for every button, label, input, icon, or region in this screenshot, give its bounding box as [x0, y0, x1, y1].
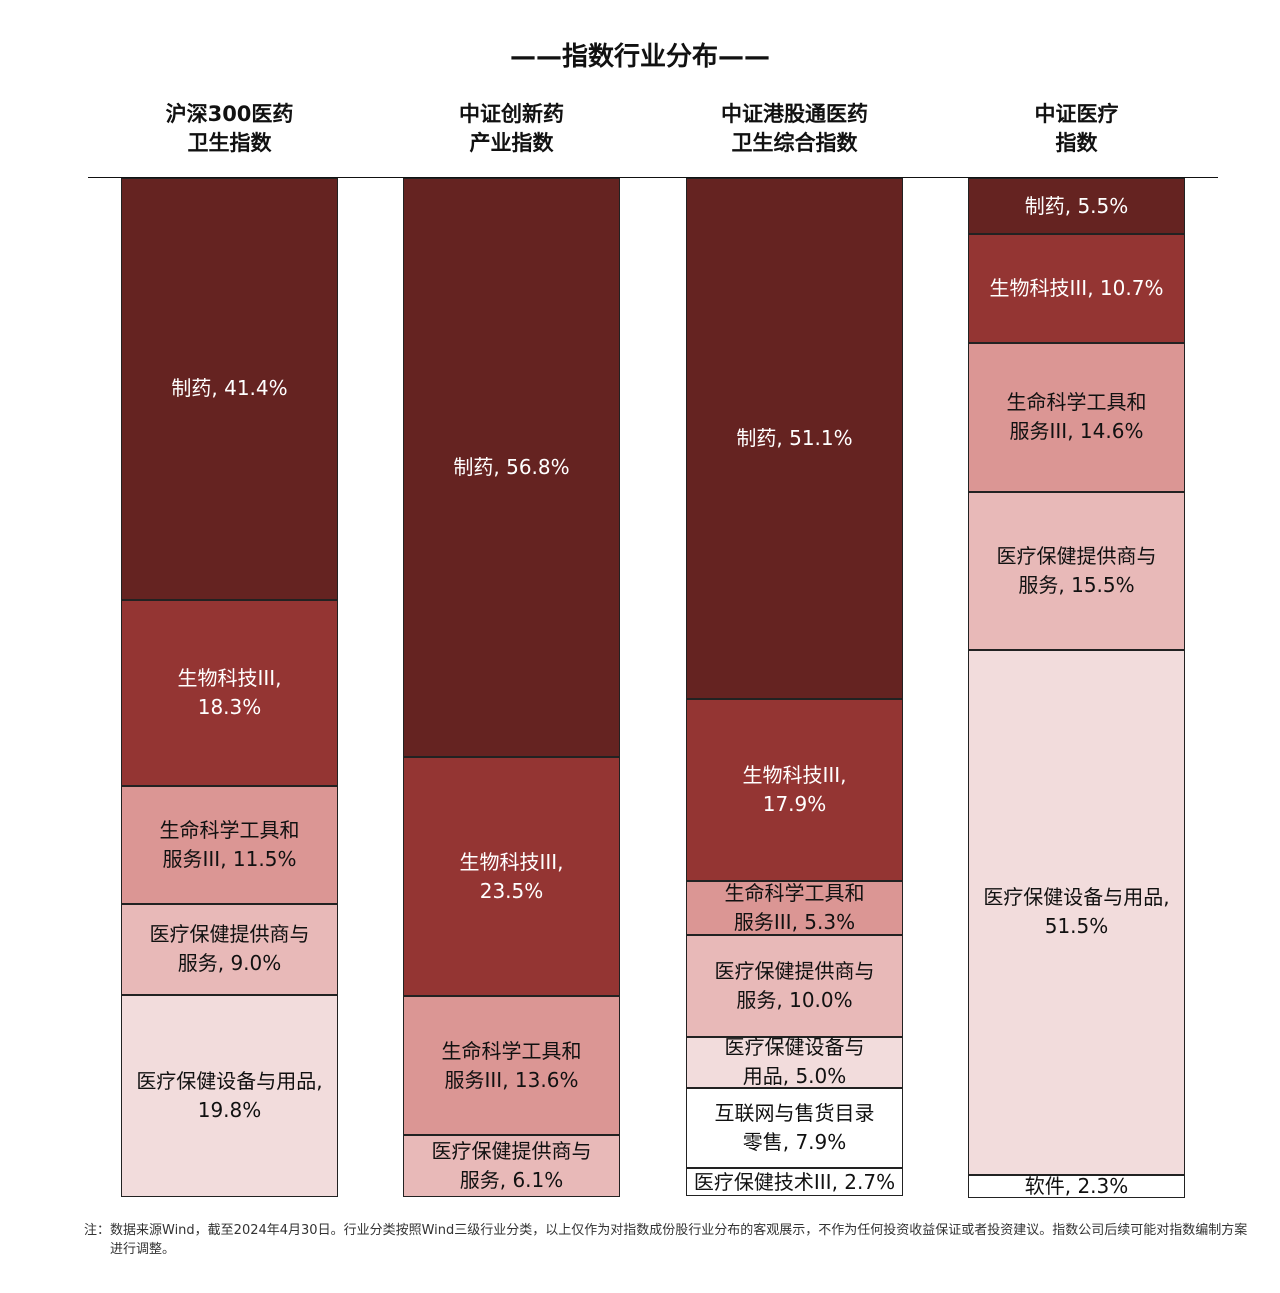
- data-label: 软件, 2.3%: [1024, 1173, 1129, 1198]
- data-label: 制药, 56.8%: [453, 454, 570, 479]
- column-header: 中证创新药 产业指数: [459, 102, 564, 155]
- bar-segment: 制药, 51.1%: [686, 178, 903, 699]
- data-label: 互联网与售货目录 零售, 7.9%: [714, 1101, 875, 1155]
- bar-segment: 生物科技III, 18.3%: [121, 599, 338, 787]
- data-label: 生命科学工具和 服务III, 11.5%: [159, 817, 300, 871]
- data-label: 生命科学工具和 服务III, 14.6%: [1006, 390, 1147, 444]
- data-label: 医疗保健设备与用品, 51.5%: [983, 885, 1170, 939]
- data-label: 医疗保健设备与用品, 19.8%: [136, 1069, 323, 1123]
- bar-segment: 医疗保健设备与用品, 19.8%: [121, 995, 338, 1197]
- bar-segment: 制药, 41.4%: [121, 178, 338, 600]
- data-label: 生物科技III, 23.5%: [459, 849, 564, 903]
- data-label: 医疗保健提供商与 服务, 9.0%: [149, 922, 310, 976]
- data-label: 生命科学工具和 服务III, 5.3%: [724, 881, 865, 935]
- bar-segment: 医疗保健设备与 用品, 5.0%: [686, 1035, 903, 1088]
- data-label: 医疗保健提供商与 服务, 6.1%: [431, 1138, 592, 1192]
- data-label: 医疗保健提供商与 服务, 15.5%: [996, 543, 1157, 597]
- bar-segment: 制药, 5.5%: [968, 178, 1185, 235]
- bar-segment: 医疗保健提供商与 服务, 9.0%: [121, 903, 338, 996]
- column-header: 中证港股通医药 卫生综合指数: [721, 102, 868, 155]
- header-rule: [88, 177, 1218, 178]
- column-header: 中证医疗 指数: [1034, 102, 1119, 155]
- bar-segment: 医疗保健提供商与 服务, 6.1%: [403, 1134, 620, 1197]
- data-label: 医疗保健提供商与 服务, 10.0%: [714, 959, 875, 1013]
- footnote: 注：数据来源Wind，截至2024年4月30日。行业分类按照Wind三级行业分类…: [84, 1223, 1248, 1257]
- data-label: 生物科技III, 17.9%: [742, 762, 847, 816]
- bar-segment: 生命科学工具和 服务III, 11.5%: [121, 786, 338, 904]
- bar-segment: 生物科技III, 10.7%: [968, 234, 1185, 344]
- bar-segment: 生物科技III, 23.5%: [403, 756, 620, 997]
- data-label: 医疗保健技术III, 2.7%: [693, 1169, 896, 1194]
- bar-segment: 医疗保健提供商与 服务, 15.5%: [968, 491, 1185, 650]
- data-label: 生物科技III, 18.3%: [177, 666, 282, 720]
- chart-title: ——指数行业分布——: [509, 42, 770, 72]
- data-label: 生命科学工具和 服务III, 13.6%: [441, 1038, 582, 1092]
- column-header: 沪深300医药 卫生指数: [165, 102, 294, 155]
- data-label: 医疗保健设备与 用品, 5.0%: [724, 1035, 865, 1089]
- bar-segment: 软件, 2.3%: [968, 1173, 1185, 1198]
- bar-segment: 生命科学工具和 服务III, 5.3%: [686, 881, 903, 936]
- bar-segment: 医疗保健设备与用品, 51.5%: [968, 649, 1185, 1175]
- bar-segment: 医疗保健提供商与 服务, 10.0%: [686, 935, 903, 1037]
- data-label: 制药, 51.1%: [736, 425, 853, 450]
- bar-segment: 医疗保健技术III, 2.7%: [686, 1168, 903, 1196]
- bar-segment: 制药, 56.8%: [403, 178, 620, 757]
- bar-segment: 生命科学工具和 服务III, 14.6%: [968, 343, 1185, 492]
- bar-segment: 互联网与售货目录 零售, 7.9%: [686, 1087, 903, 1169]
- data-label: 生物科技III, 10.7%: [989, 276, 1164, 301]
- bar-segment: 生物科技III, 17.9%: [686, 698, 903, 882]
- data-label: 制药, 41.4%: [171, 376, 288, 401]
- bar-segment: 生命科学工具和 服务III, 13.6%: [403, 996, 620, 1135]
- data-label: 制药, 5.5%: [1024, 193, 1129, 218]
